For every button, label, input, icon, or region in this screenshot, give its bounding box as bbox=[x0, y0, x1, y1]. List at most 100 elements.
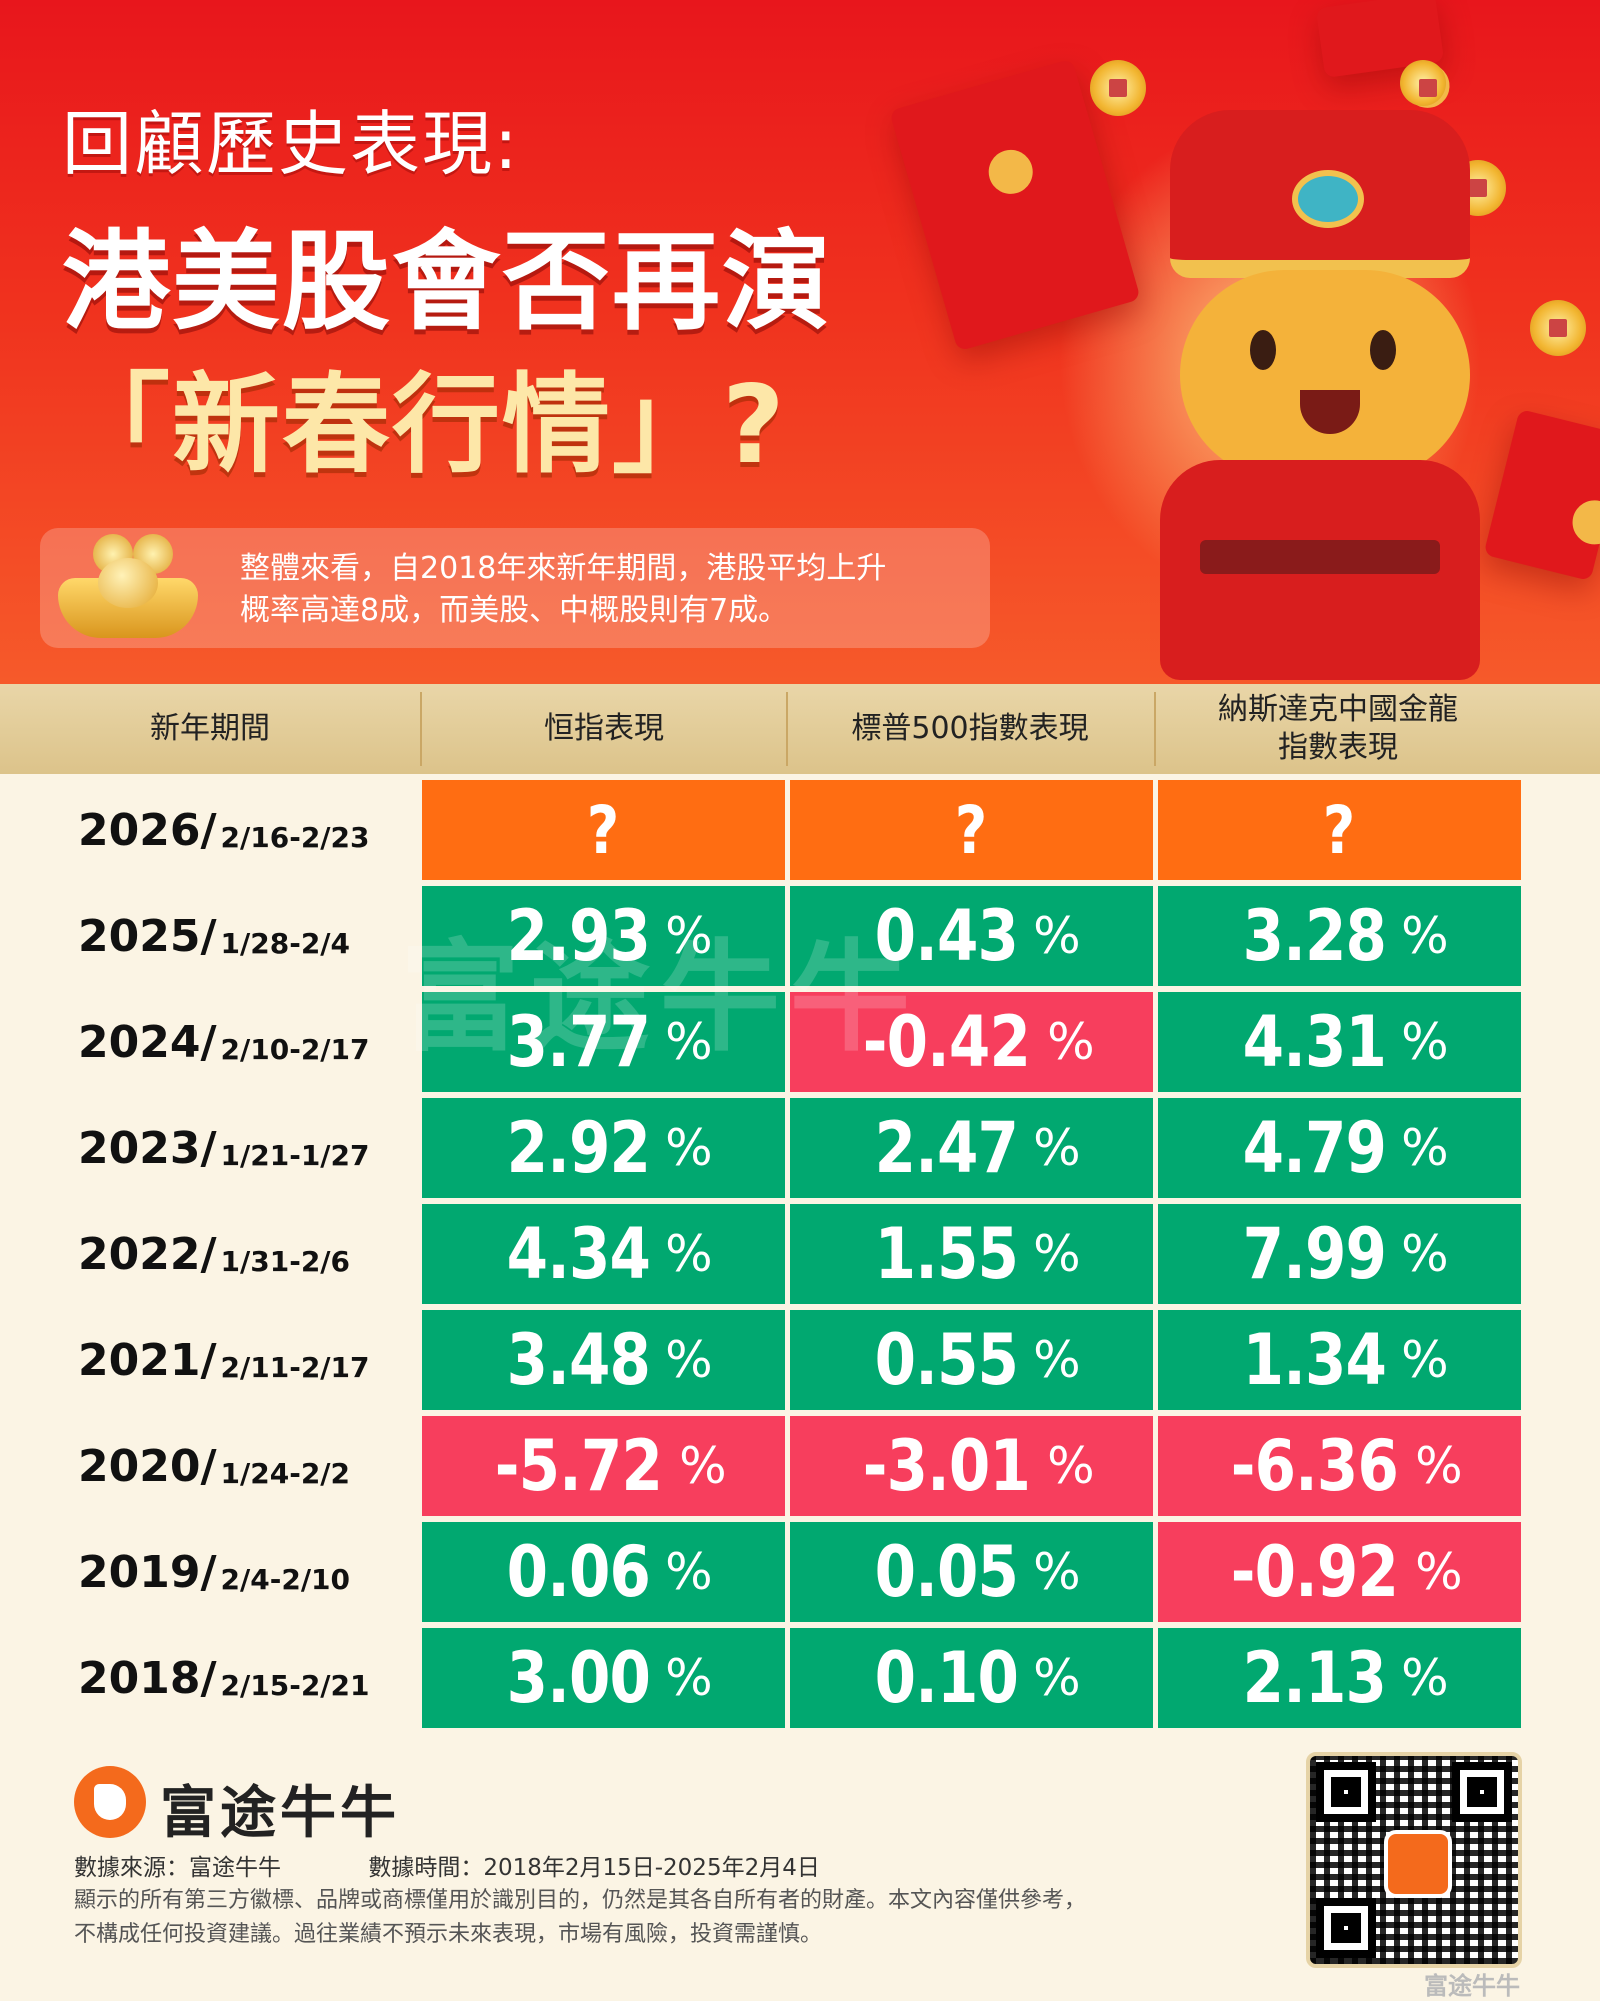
title-line-3: 「新春行情」? bbox=[62, 363, 787, 488]
mascot-eye bbox=[1250, 330, 1276, 370]
cell-sp500: -0.42% bbox=[790, 992, 1153, 1092]
row-period-label: 2024/2/10-2/17 bbox=[78, 992, 370, 1092]
cell-sp500: 1.55% bbox=[790, 1204, 1153, 1304]
header-sp500: 標普500指數表現 bbox=[851, 711, 1089, 746]
cell-percent-sign: % bbox=[665, 1119, 713, 1177]
cell-nasdaq: ? bbox=[1158, 780, 1521, 880]
row-period-label: 2022/1/31-2/6 bbox=[78, 1204, 350, 1304]
cell-value: 3.00 bbox=[507, 1637, 651, 1719]
row-year: 2018/ bbox=[78, 1652, 217, 1704]
cell-value: 0.55 bbox=[875, 1319, 1019, 1401]
source-line: 數據來源：富途牛牛 數據時間：2018年2月15日-2025年2月4日 bbox=[74, 1848, 900, 1882]
cell-hsi: -5.72% bbox=[422, 1416, 785, 1516]
header-nasdaq-line-1: 納斯達克中國金龍 bbox=[1218, 692, 1458, 727]
cell-percent-sign: % bbox=[1033, 1225, 1081, 1283]
coin-icon bbox=[1400, 60, 1446, 106]
cell-value: -0.42 bbox=[863, 1001, 1031, 1083]
mascot-face bbox=[1180, 270, 1470, 480]
cell-percent-sign: % bbox=[679, 1437, 727, 1495]
header-nasdaq-line-2: 指數表現 bbox=[1278, 730, 1398, 765]
cell-value: -6.36 bbox=[1231, 1425, 1399, 1507]
cell-value: 1.55 bbox=[875, 1213, 1019, 1295]
cell-value: 4.31 bbox=[1243, 1001, 1387, 1083]
row-year: 2026/ bbox=[78, 804, 217, 856]
cell-value: -0.92 bbox=[1231, 1531, 1399, 1613]
qr-finder bbox=[1316, 1898, 1376, 1958]
cell-value: 0.05 bbox=[875, 1531, 1019, 1613]
cell-value: 0.43 bbox=[875, 895, 1019, 977]
cell-value: -3.01 bbox=[863, 1425, 1031, 1507]
hero-banner: 回顧歷史表現: 港美股會否再演 「新春行情」? 整體來看，自2018年來新年期間… bbox=[0, 0, 1600, 684]
cell-percent-sign: % bbox=[1033, 907, 1081, 965]
mascot-illustration bbox=[1110, 90, 1530, 680]
mascot-body bbox=[1160, 460, 1480, 680]
cell-value: 7.99 bbox=[1243, 1213, 1387, 1295]
brand-name: 富途牛牛 bbox=[160, 1781, 400, 1846]
cell-nasdaq: 1.34% bbox=[1158, 1310, 1521, 1410]
cell-percent-sign: % bbox=[665, 1543, 713, 1601]
gold-ingot-icon bbox=[48, 528, 208, 648]
cell-hsi: 2.92% bbox=[422, 1098, 785, 1198]
qr-finder bbox=[1316, 1762, 1376, 1822]
summary-text: 整體來看，自2018年來新年期間，港股平均上升 概率高達8成，而美股、中概股則有… bbox=[240, 548, 886, 632]
row-dates: 1/21-1/27 bbox=[220, 1138, 370, 1172]
cell-percent-sign: % bbox=[1033, 1331, 1081, 1389]
header-period: 新年期間 bbox=[150, 711, 270, 746]
cell-hsi: 3.48% bbox=[422, 1310, 785, 1410]
coin-icon bbox=[1090, 60, 1146, 116]
row-period-label: 2018/2/15-2/21 bbox=[78, 1628, 370, 1728]
qr-code[interactable] bbox=[1306, 1752, 1522, 1968]
cell-value: ? bbox=[1322, 791, 1356, 869]
header-hsi: 恒指表現 bbox=[544, 711, 664, 746]
cell-hsi: 3.00% bbox=[422, 1628, 785, 1728]
mascot-eye bbox=[1370, 330, 1396, 370]
row-year: 2025/ bbox=[78, 910, 217, 962]
title-line-2: 港美股會否再演 bbox=[62, 220, 833, 345]
futu-logo-icon bbox=[74, 1766, 146, 1838]
cell-percent-sign: % bbox=[1033, 1649, 1081, 1707]
cell-nasdaq: -6.36% bbox=[1158, 1416, 1521, 1516]
cell-hsi: 2.93% bbox=[422, 886, 785, 986]
cell-nasdaq: 4.79% bbox=[1158, 1098, 1521, 1198]
row-dates: 2/4-2/10 bbox=[220, 1562, 351, 1596]
row-period-label: 2021/2/11-2/17 bbox=[78, 1310, 370, 1410]
qr-logo-icon bbox=[1384, 1830, 1452, 1898]
cell-percent-sign: % bbox=[1401, 1331, 1449, 1389]
cell-value: 2.47 bbox=[875, 1107, 1019, 1189]
coin-icon bbox=[1530, 300, 1586, 356]
row-dates: 2/15-2/21 bbox=[220, 1668, 370, 1702]
row-year: 2024/ bbox=[78, 1016, 217, 1068]
disclaimer-line-1: 顯示的所有第三方徽標、品牌或商標僅用於識別目的，仍然是其各自所有者的財產。本文內… bbox=[74, 1888, 1087, 1913]
cell-value: 0.10 bbox=[875, 1637, 1019, 1719]
cell-value: 2.13 bbox=[1243, 1637, 1387, 1719]
row-dates: 1/24-2/2 bbox=[220, 1456, 351, 1490]
cell-value: 3.77 bbox=[507, 1001, 651, 1083]
cell-nasdaq: -0.92% bbox=[1158, 1522, 1521, 1622]
row-dates: 2/11-2/17 bbox=[220, 1350, 370, 1384]
data-time: 數據時間：2018年2月15日-2025年2月4日 bbox=[368, 1855, 820, 1881]
cell-percent-sign: % bbox=[665, 907, 713, 965]
row-year: 2020/ bbox=[78, 1440, 217, 1492]
row-year: 2023/ bbox=[78, 1122, 217, 1174]
mascot-belt bbox=[1200, 540, 1440, 574]
title-line-1: 回顧歷史表現: bbox=[62, 103, 520, 185]
cell-percent-sign: % bbox=[665, 1649, 713, 1707]
summary-box: 整體來看，自2018年來新年期間，港股平均上升 概率高達8成，而美股、中概股則有… bbox=[40, 528, 990, 648]
row-period-label: 2023/1/21-1/27 bbox=[78, 1098, 370, 1198]
cell-percent-sign: % bbox=[665, 1225, 713, 1283]
cell-sp500: -3.01% bbox=[790, 1416, 1153, 1516]
row-period-label: 2025/1/28-2/4 bbox=[78, 886, 350, 986]
cell-percent-sign: % bbox=[1401, 1119, 1449, 1177]
cell-value: 1.34 bbox=[1243, 1319, 1387, 1401]
row-period-label: 2026/2/16-2/23 bbox=[78, 780, 370, 880]
cell-nasdaq: 2.13% bbox=[1158, 1628, 1521, 1728]
cell-percent-sign: % bbox=[1033, 1119, 1081, 1177]
qr-finder bbox=[1452, 1762, 1512, 1822]
cell-sp500: 0.05% bbox=[790, 1522, 1153, 1622]
cell-percent-sign: % bbox=[1047, 1013, 1095, 1071]
cell-percent-sign: % bbox=[1033, 1543, 1081, 1601]
cell-nasdaq: 4.31% bbox=[1158, 992, 1521, 1092]
row-dates: 1/28-2/4 bbox=[220, 926, 351, 960]
row-dates: 2/16-2/23 bbox=[220, 820, 370, 854]
row-dates: 2/10-2/17 bbox=[220, 1032, 370, 1066]
